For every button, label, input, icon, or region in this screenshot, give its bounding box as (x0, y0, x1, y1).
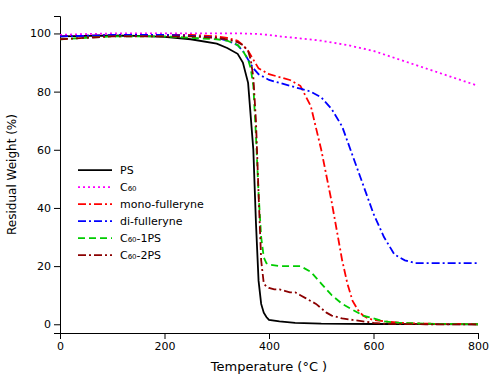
x-axis: 0 200 400 600 800 (57, 333, 489, 353)
x-axis-line (61, 334, 479, 340)
x-axis-tick-mark (374, 333, 375, 339)
series-line (60, 35, 478, 324)
y-axis-tick-label: 20 (37, 260, 51, 273)
legend-label: PS (120, 164, 134, 177)
series-line (60, 36, 478, 324)
legend-item: C₆₀-2PS (78, 249, 161, 262)
x-axis-title: Temperature (°C ) (210, 359, 327, 374)
series-line (60, 35, 478, 263)
legend-label: C₆₀-2PS (120, 249, 161, 262)
series-line (60, 33, 478, 85)
y-axis-tick-label: 40 (37, 202, 51, 215)
y-axis-tick: 0 (44, 318, 60, 331)
x-axis-tick-mark (269, 333, 270, 339)
y-axis-tick-mark (54, 324, 60, 325)
x-axis-tick-label: 600 (364, 340, 385, 353)
legend-label: C₆₀-1PS (120, 232, 161, 245)
x-axis-tick-mark (478, 333, 479, 339)
y-axis-tick-mark (54, 266, 60, 267)
y-axis-tick-mark (54, 208, 60, 209)
y-axis-tick: 80 (37, 86, 60, 99)
legend-label: mono-fulleryne (120, 198, 204, 211)
x-axis-tick-label: 800 (468, 340, 489, 353)
y-axis-tick: 60 (37, 144, 60, 157)
legend-swatch (78, 237, 112, 239)
x-axis-tick: 200 (155, 333, 176, 353)
x-axis-tick: 400 (259, 333, 280, 353)
y-axis-tick-label: 100 (30, 27, 51, 40)
x-axis-tick: 0 (57, 333, 64, 353)
legend-item: di-fulleryne (78, 215, 183, 228)
legend-label: C₆₀ (120, 181, 137, 194)
y-axis: 0 20 40 60 80 100 (30, 17, 61, 334)
legend-item: PS (78, 164, 134, 177)
legend: PS C₆₀ mono-fulleryne di-fulleryne C₆₀-1PS C₆… (78, 164, 204, 262)
x-axis-tick-mark (165, 333, 166, 339)
legend-swatch (78, 254, 112, 256)
series-line (60, 35, 478, 324)
x-axis-tick-label: 400 (259, 340, 280, 353)
chart: 0 200 400 600 800 0 20 40 60 80 100 PS C₆₀ mono-fulle… (0, 0, 500, 379)
y-axis-tick-label: 0 (44, 318, 51, 331)
y-axis-line (54, 17, 61, 334)
legend-label: di-fulleryne (120, 215, 183, 228)
series-line (60, 36, 478, 324)
y-axis-tick-label: 80 (37, 86, 51, 99)
legend-swatch (78, 169, 112, 171)
plot: 0 200 400 600 800 0 20 40 60 80 100 PS C₆₀ mono-fulle… (30, 17, 489, 353)
y-axis-tick: 20 (37, 260, 60, 273)
legend-item: C₆₀ (78, 181, 137, 194)
y-axis-tick: 100 (30, 27, 60, 40)
legend-swatch (78, 203, 112, 205)
y-axis-title: Residual Weight (%) (5, 114, 19, 235)
legend-swatch (78, 220, 112, 222)
y-axis-tick: 40 (37, 202, 60, 215)
legend-item: mono-fulleryne (78, 198, 204, 211)
x-axis-tick-label: 200 (155, 340, 176, 353)
y-axis-tick-mark (54, 150, 60, 151)
x-axis-tick: 600 (364, 333, 385, 353)
legend-swatch (78, 186, 112, 188)
x-axis-tick-label: 0 (57, 340, 64, 353)
y-axis-tick-mark (54, 92, 60, 93)
x-axis-tick: 800 (468, 333, 489, 353)
lines (60, 33, 478, 324)
y-axis-tick-mark (54, 33, 60, 34)
legend-item: C₆₀-1PS (78, 232, 161, 245)
y-axis-tick-label: 60 (37, 144, 51, 157)
